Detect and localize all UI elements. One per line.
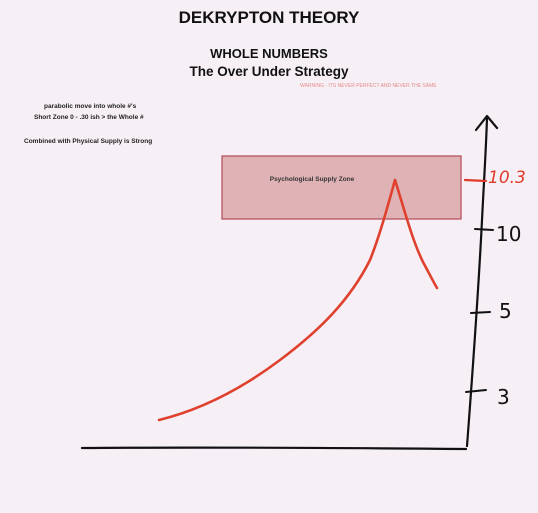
tick-mark-5	[470, 311, 491, 314]
tick-label-3: 3	[497, 385, 510, 409]
y-axis-arrow	[474, 114, 499, 132]
supply-zone-box	[221, 155, 462, 220]
tick-mark-10-3	[463, 178, 488, 183]
tick-mark-3	[465, 389, 487, 393]
tick-mark-10	[474, 228, 494, 231]
warning-text: WARNING - ITS NEVER PERFECT AND NEVER TH…	[300, 83, 437, 89]
page-title: DEKRYPTON THEORY	[178, 8, 360, 27]
y-axis	[465, 116, 489, 448]
note-parabolic: parabolic move into whole #'s	[44, 103, 137, 110]
strategy-title: The Over Under Strategy	[189, 64, 349, 79]
tick-label-5: 5	[499, 299, 512, 323]
price-curve	[157, 178, 439, 422]
x-axis	[80, 446, 468, 451]
tick-label-10: 10	[496, 222, 522, 246]
note-short-zone: Short Zone 0 - .30 ish > the Whole #	[34, 114, 144, 121]
note-physical-supply: Combined with Physical Supply is Strong	[24, 138, 153, 145]
supply-zone-label: Psychological Supply Zone	[269, 176, 355, 183]
tick-label-10-3: 10.3	[488, 168, 526, 188]
subtitle: WHOLE NUMBERS	[210, 46, 328, 61]
